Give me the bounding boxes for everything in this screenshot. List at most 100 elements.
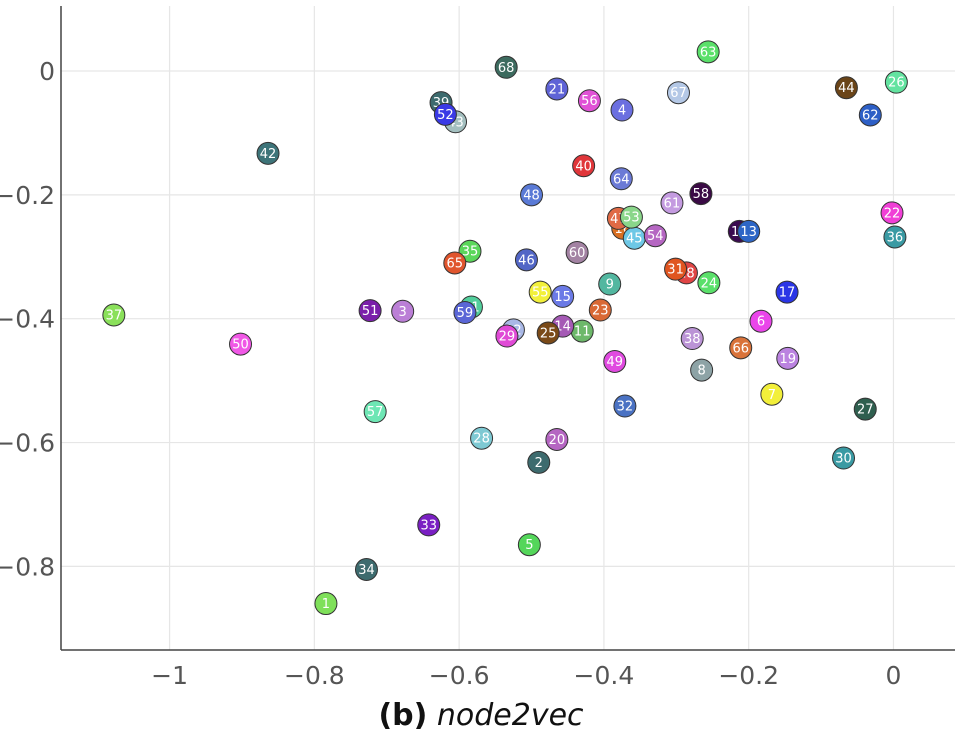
point-label: 51 [362,304,379,319]
point-marker [577,89,601,113]
point-marker [494,55,518,79]
point-label: 46 [518,253,535,268]
point-marker [453,301,477,325]
point-marker [417,513,441,537]
point-label: 13 [740,225,757,240]
data-point-64: 64 [609,167,633,191]
point-label: 15 [554,290,571,305]
point-label: 6 [757,315,765,330]
point-marker [689,182,713,206]
data-point-52: 52 [433,102,457,126]
data-point-20: 20 [545,427,569,451]
data-point-45: 45 [622,226,646,250]
point-label: 66 [732,341,749,356]
point-marker [514,248,538,272]
data-point-54: 54 [643,224,667,248]
data-point-68: 68 [494,55,518,79]
point-label: 54 [647,229,664,244]
point-label: 67 [670,86,687,101]
data-point-61: 61 [660,191,684,215]
scatter-chart: −1 −0.8 −0.6 −0.4 −0.2 00−0.2−0.4−0.6−0.8 123… [0,6,955,690]
point-marker [588,298,612,322]
data-point-26: 26 [884,70,908,94]
point-label: 21 [549,82,566,97]
point-label: 7 [768,388,776,403]
point-marker [834,76,858,100]
y-tick-label: −0.4 [0,305,55,334]
data-point-8: 8 [690,358,714,382]
point-marker [598,272,622,296]
data-points: 1234567891011121314151617181920212223242… [102,40,908,616]
point-label: 63 [700,45,717,60]
point-label: 37 [106,308,123,323]
point-label: 26 [888,76,905,91]
point-label: 30 [835,452,852,467]
point-label: 4 [618,104,626,119]
point-marker [229,332,253,356]
point-label: 22 [884,206,901,221]
point-marker [470,426,494,450]
data-point-40: 40 [572,154,596,178]
point-marker [749,309,773,333]
point-marker [363,400,387,424]
point-label: 35 [462,245,479,260]
data-point-46: 46 [514,248,538,272]
data-point-17: 17 [775,280,799,304]
point-label: 58 [693,187,710,202]
data-point-22: 22 [880,201,904,225]
point-marker [545,427,569,451]
point-label: 53 [623,211,640,226]
data-point-38: 38 [680,327,704,351]
point-marker [256,141,280,165]
x-tick-label: −0.4 [574,661,635,690]
point-marker [884,70,908,94]
point-label: 56 [581,94,598,109]
data-point-66: 66 [729,336,753,360]
x-tick-label: −0.8 [284,661,345,690]
data-point-15: 15 [551,284,575,308]
point-label: 2 [535,456,543,471]
data-point-31: 31 [664,257,688,281]
data-point-21: 21 [545,77,569,101]
data-point-42: 42 [256,141,280,165]
point-marker [391,299,415,323]
data-point-4: 4 [610,98,634,122]
point-marker [443,251,467,275]
point-label: 19 [780,352,797,367]
point-marker [697,271,721,295]
data-point-11: 11 [570,319,594,343]
point-marker [610,98,634,122]
point-label: 55 [532,286,549,301]
data-point-9: 9 [598,272,622,296]
point-marker [696,40,720,64]
point-marker [613,394,637,418]
data-point-37: 37 [102,303,126,327]
point-marker [619,205,643,229]
point-label: 48 [523,188,540,203]
data-point-6: 6 [749,309,773,333]
point-marker [776,346,800,370]
y-tick-label: −0.2 [0,181,55,210]
point-marker [495,324,519,348]
point-marker [536,321,560,345]
tick-labels: −1 −0.8 −0.6 −0.4 −0.2 0 0 −0.2 −0.4 −0.6 −0.8 [0,57,901,690]
point-marker [883,225,907,249]
point-marker [603,349,627,373]
data-point-48: 48 [520,183,544,207]
point-label: 27 [857,403,874,418]
point-label: 45 [626,232,643,247]
point-label: 31 [667,263,684,278]
data-point-5: 5 [517,533,541,557]
point-label: 38 [684,332,701,347]
data-point-53: 53 [619,205,643,229]
data-point-3: 3 [391,299,415,323]
point-label: 40 [575,159,592,174]
point-label: 23 [592,304,609,319]
data-point-63: 63 [696,40,720,64]
data-point-27: 27 [853,397,877,421]
data-point-55: 55 [528,280,552,304]
point-marker [314,592,338,616]
point-label: 50 [232,338,249,353]
data-point-60: 60 [565,240,589,264]
data-point-56: 56 [577,89,601,113]
